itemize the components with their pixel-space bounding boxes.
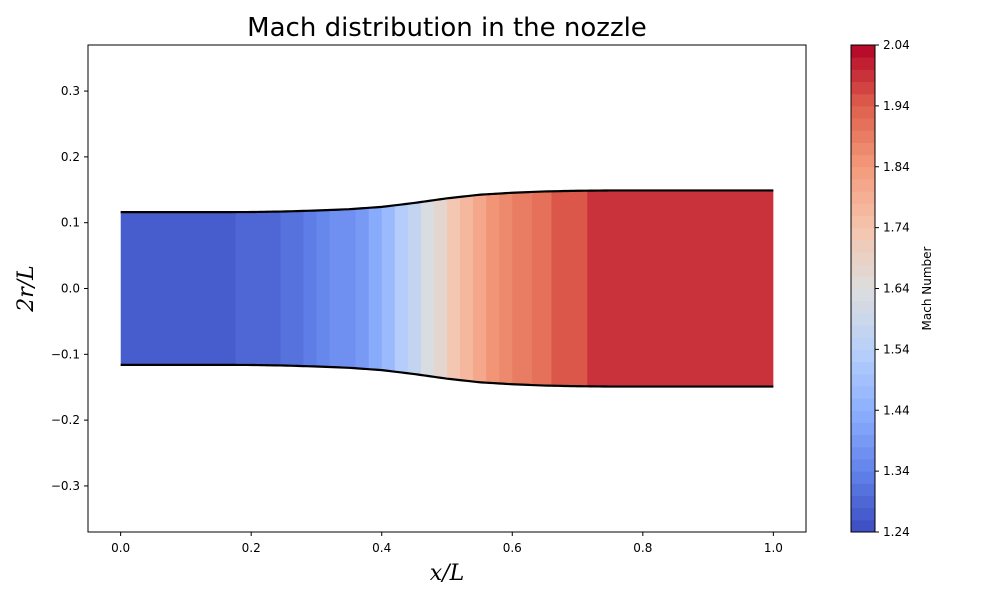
colorbar-level	[851, 373, 875, 387]
colorbar-level	[851, 337, 875, 350]
mach-band	[316, 190, 331, 387]
y-tick-label: 0.3	[61, 84, 80, 98]
mach-band	[420, 190, 435, 387]
colorbar-level	[851, 130, 875, 143]
mach-band	[368, 190, 383, 387]
mach-band	[473, 190, 487, 387]
y-ticks: −0.3 −0.2 −0.1 0.0 0.1 0.2 0.3	[51, 84, 88, 493]
mach-band	[551, 190, 588, 387]
x-tick-label: 0.6	[503, 541, 522, 555]
mach-band	[381, 190, 396, 387]
colorbar-level	[851, 264, 875, 277]
mach-field	[120, 190, 774, 387]
colorbar-level	[851, 385, 875, 399]
colorbar-level	[851, 118, 875, 131]
mach-band	[407, 190, 422, 387]
colorbar-level	[851, 178, 875, 192]
mach-band	[235, 190, 282, 387]
colorbar-level	[851, 300, 875, 314]
colorbar-level	[851, 191, 875, 204]
colorbar-label: Mach Number	[920, 246, 934, 330]
upper-wall-line	[120, 189, 774, 214]
mach-band	[587, 190, 774, 387]
y-tick-label: −0.1	[51, 347, 80, 361]
colorbar-level	[851, 349, 875, 363]
lower-wall-line	[120, 363, 774, 388]
x-ticks: 0.0 0.2 0.4 0.6 0.8 1.0	[111, 532, 783, 555]
colorbar-level	[851, 471, 875, 484]
mach-band	[486, 190, 500, 387]
mach-band	[303, 190, 318, 387]
x-tick-label: 0.2	[242, 541, 261, 555]
colorbar-level	[851, 203, 875, 216]
x-tick-label: 0.4	[372, 541, 391, 555]
colorbar	[851, 45, 875, 533]
mach-band	[120, 190, 237, 387]
mach-band	[531, 190, 553, 387]
mach-band	[342, 190, 357, 387]
colorbar-level	[851, 69, 875, 83]
colorbar-tick-label: 1.54	[883, 342, 910, 356]
mach-band	[460, 190, 474, 387]
mach-band	[329, 190, 344, 387]
colorbar-level	[851, 239, 875, 253]
colorbar-level	[851, 227, 875, 241]
colorbar-level	[851, 288, 875, 302]
colorbar-level	[851, 398, 875, 411]
colorbar-level	[851, 166, 875, 180]
colorbar-level	[851, 142, 875, 156]
mach-band	[394, 190, 409, 387]
colorbar-tick-label: 1.44	[883, 403, 910, 417]
colorbar-level	[851, 57, 875, 70]
colorbar-ticks: 1.24 1.34 1.44 1.54 1.64 1.74 1.84 1.94 2.04	[875, 38, 910, 539]
colorbar-level	[851, 422, 875, 436]
colorbar-level	[851, 458, 875, 472]
colorbar-level	[851, 312, 875, 326]
colorbar-level	[851, 276, 875, 289]
colorbar-level	[851, 446, 875, 460]
colorbar-level	[851, 251, 875, 265]
colorbar-level	[851, 483, 875, 496]
colorbar-level	[851, 154, 875, 168]
x-tick-label: 0.8	[633, 541, 652, 555]
colorbar-tick-label: 2.04	[883, 38, 910, 52]
mach-band	[355, 190, 370, 387]
colorbar-level	[851, 410, 875, 423]
x-axis-label: x/L	[430, 561, 464, 586]
x-tick-label: 0.0	[111, 541, 130, 555]
colorbar-level	[851, 215, 875, 229]
colorbar-tick-label: 1.34	[883, 464, 910, 478]
y-tick-label: −0.3	[51, 479, 80, 493]
colorbar-tick-label: 1.74	[883, 221, 910, 235]
mach-band	[447, 190, 461, 387]
colorbar-level	[851, 81, 875, 95]
colorbar-level	[851, 105, 875, 119]
y-tick-label: −0.2	[51, 413, 80, 427]
mach-band	[499, 190, 513, 387]
colorbar-level	[851, 495, 875, 509]
colorbar-tick-label: 1.24	[883, 525, 910, 539]
x-tick-label: 1.0	[764, 541, 783, 555]
mach-band	[512, 190, 533, 387]
colorbar-level	[851, 45, 875, 58]
colorbar-level	[851, 361, 875, 375]
chart-title: Mach distribution in the nozzle	[247, 13, 647, 43]
colorbar-tick-label: 1.84	[883, 160, 910, 174]
mach-band	[280, 190, 304, 387]
colorbar-tick-label: 1.64	[883, 282, 910, 296]
colorbar-level	[851, 519, 875, 533]
colorbar-level	[851, 507, 875, 521]
colorbar-level	[851, 93, 875, 107]
y-tick-label: 0.2	[61, 150, 80, 164]
y-tick-label: 0.1	[61, 216, 80, 230]
colorbar-level	[851, 325, 875, 338]
y-axis-label: 2r/L	[14, 265, 39, 313]
colorbar-tick-label: 1.94	[883, 99, 910, 113]
mach-band	[433, 190, 448, 387]
nozzle-walls	[120, 189, 774, 388]
colorbar-level	[851, 434, 875, 448]
y-tick-label: 0.0	[61, 282, 80, 296]
